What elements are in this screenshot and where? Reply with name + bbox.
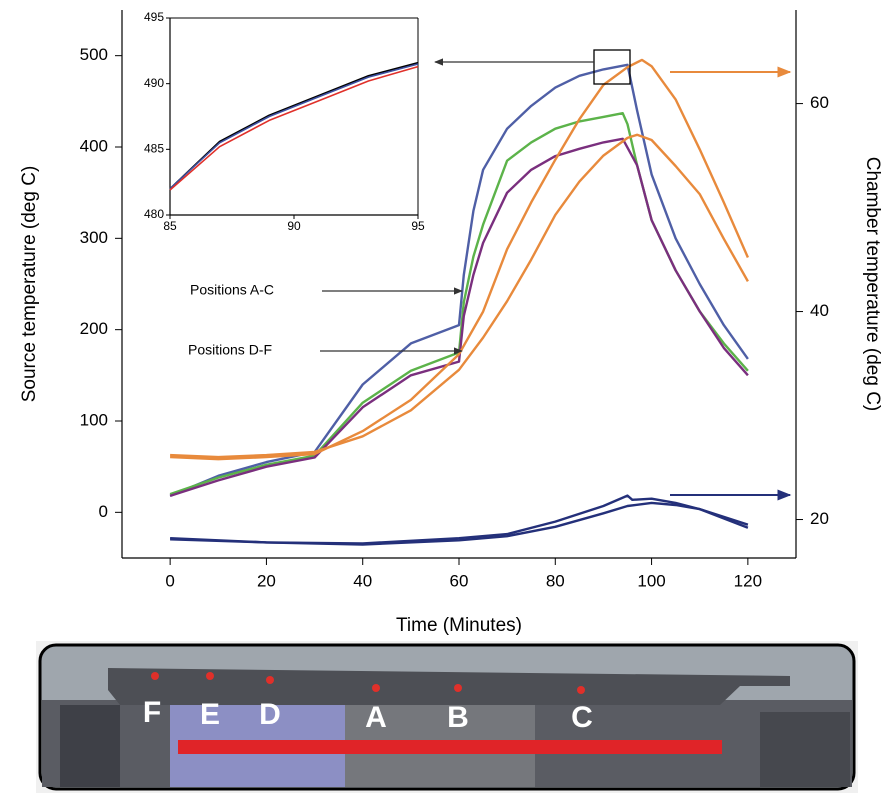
x-axis-label: Time (Minutes)	[396, 615, 522, 636]
position-label: A	[365, 701, 387, 734]
y-tick-label: 480	[144, 207, 164, 221]
zoom-box	[593, 49, 631, 85]
y-tick-label: 495	[144, 10, 164, 24]
x-tick-label: 40	[353, 571, 372, 590]
x-tick-label: 120	[734, 571, 762, 590]
x-tick-label: 20	[257, 571, 276, 590]
dot	[454, 684, 462, 692]
y-tick-label: 200	[80, 319, 108, 338]
y-axis-label: Source temperature (deg C)	[19, 166, 40, 403]
position-label: F	[143, 696, 161, 729]
y-tick-label: 400	[80, 136, 108, 155]
y2-axis-label: Chamber temperature (deg C)	[862, 157, 883, 412]
x-tick-label: 0	[165, 571, 174, 590]
y-tick-label: 300	[80, 228, 108, 247]
series-line	[169, 137, 749, 498]
annotation: Positions D-F	[188, 342, 272, 358]
body	[760, 712, 850, 787]
dot	[372, 684, 380, 692]
x-tick-label: 90	[287, 219, 301, 233]
rod	[178, 740, 722, 754]
position-label: B	[447, 701, 469, 734]
position-label: C	[571, 701, 593, 734]
y-tick-label: 490	[144, 76, 164, 90]
x-tick-label: 60	[450, 571, 469, 590]
dot	[151, 672, 159, 680]
y2-tick-label: 40	[810, 301, 829, 320]
series-line	[170, 501, 749, 546]
body	[60, 705, 120, 787]
position-label: E	[200, 698, 220, 731]
y-tick-label: 500	[80, 45, 108, 64]
x-tick-label: 85	[163, 219, 177, 233]
series-line	[169, 63, 419, 190]
dot	[266, 676, 274, 684]
annotation: Positions A-C	[190, 282, 274, 298]
x-tick-label: 80	[546, 571, 565, 590]
chart: 0 20 40 60 80 100 120 0 100 200 300 400 500 20 40 60 Tim…	[19, 10, 883, 636]
series-line	[170, 133, 749, 459]
x-tick-label: 95	[411, 219, 425, 233]
illustration: F E D A B C	[36, 641, 858, 793]
y-tick-label: 485	[144, 142, 164, 156]
y2-tick-label: 20	[810, 509, 829, 528]
dot	[206, 672, 214, 680]
arrows	[320, 49, 792, 501]
dot	[577, 686, 585, 694]
series-line	[169, 65, 419, 191]
series-line	[169, 63, 749, 498]
x-tick-label: 100	[637, 571, 665, 590]
position-label: D	[259, 698, 281, 731]
inset-bg	[170, 18, 418, 215]
y-tick-label: 0	[99, 502, 108, 521]
y-tick-label: 100	[80, 410, 108, 429]
plate	[108, 668, 790, 705]
y2-tick-label: 60	[810, 93, 829, 112]
